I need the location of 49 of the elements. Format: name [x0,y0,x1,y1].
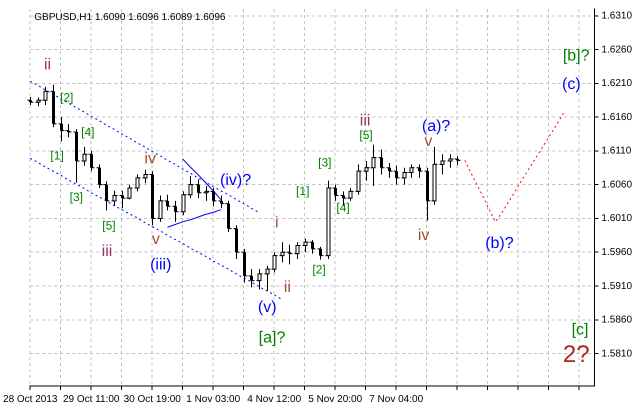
y-tick-label: 1.6260 [601,44,632,56]
annotation: [4] [81,125,94,140]
annotation: [1] [296,184,310,198]
annotation: [3] [70,190,83,204]
annotation: [c] [572,321,588,338]
annotation: (iii) [150,256,172,274]
annotation: v [152,231,160,248]
y-tick-label: 1.6160 [601,112,632,123]
y-tick-label: 1.5910 [601,280,632,292]
annotation: (v) [258,298,277,316]
annotation: [3] [318,155,332,170]
annotation: [4] [336,200,350,215]
annotation: iv [418,227,430,244]
x-tick-label: 7 Nov 04:00 [369,394,424,405]
annotation: [a]? [258,329,286,346]
x-tick-label: 1 Nov 03:00 [186,394,241,405]
y-tick-label: 1.5810 [601,348,632,360]
annotation: iv [144,150,156,168]
annotation: (a)? [422,118,450,136]
y-tick-label: 1.6010 [601,213,632,224]
annotation: [5] [359,128,373,142]
x-tick-label: 4 Nov 12:00 [247,394,302,405]
annotation: (b)? [485,235,514,252]
annotation: ii [284,279,291,296]
annotation: (c) [562,76,581,94]
y-tick-label: 1.5860 [601,314,632,326]
annotation: 2? [562,341,590,368]
annotation: [2] [60,90,74,105]
annotation: i [275,214,279,232]
y-tick-label: 1.6210 [601,78,632,90]
y-tick-label: 1.5960 [601,246,632,258]
x-tick-label: 5 Nov 20:00 [308,394,363,405]
x-tick-label: 30 Oct 19:00 [124,394,182,405]
annotation: iii [102,242,112,260]
annotation: [b]? [562,48,590,65]
annotation: ii [44,56,52,74]
line-series [464,112,564,222]
y-tick-label: 1.6310 [601,10,632,22]
x-tick-label: 29 Oct 11:00 [62,394,120,405]
y-tick-label: 1.6060 [601,179,632,190]
line-series [30,80,260,213]
x-tick-label: 28 Oct 2013 [3,394,58,405]
annotation: [2] [312,262,326,276]
annotation: [5] [102,218,116,232]
y-tick-label: 1.6110 [601,146,632,157]
chart-title: GBPUSD,H1 1.6090 1.6096 1.6089 1.6096 [34,12,226,23]
annotation: [1] [50,148,64,163]
annotation: iii [360,112,370,130]
annotation: (iv)? [220,172,252,190]
